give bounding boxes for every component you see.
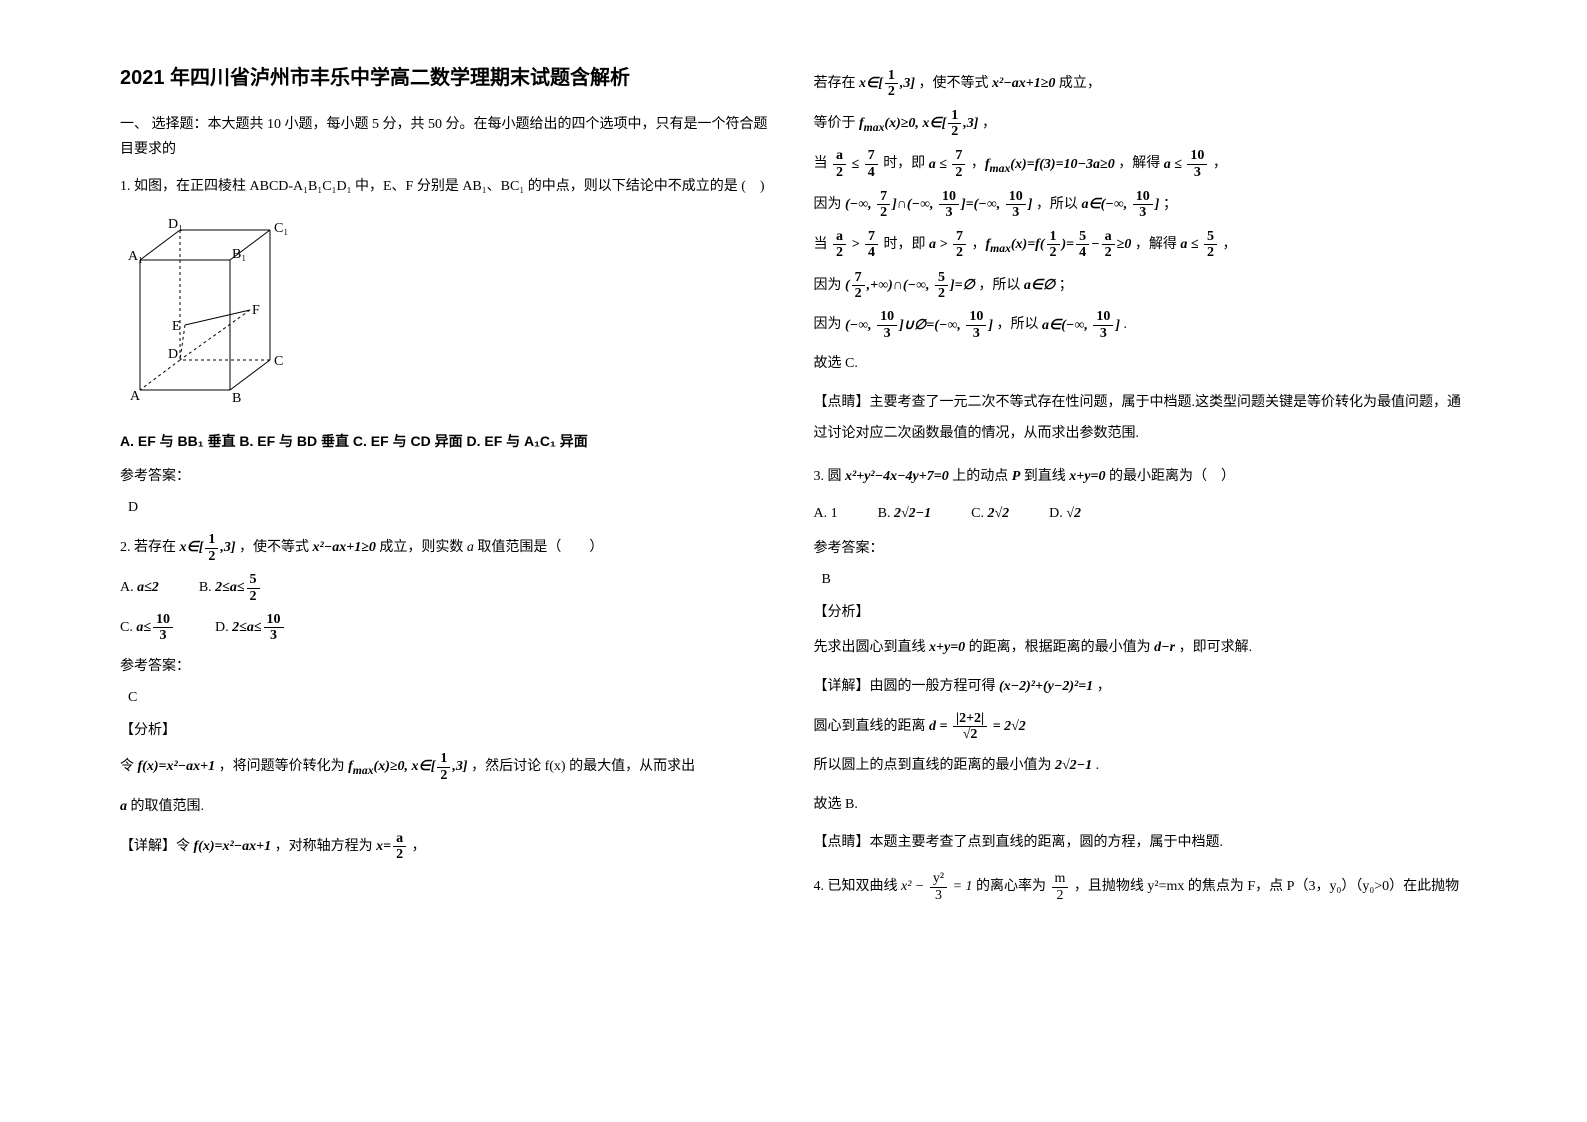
- svg-text:F: F: [252, 303, 260, 318]
- q2-right-line7: 因为 (−∞, 103]∪∅=(−∞, 103] ，所以 a∈(−∞, 103]…: [814, 309, 1468, 341]
- q3-comment: 【点睛】本题主要考查了点到直线的距离，圆的方程，属于中档题.: [814, 828, 1468, 859]
- q2-analysis-tag: 【分析】: [120, 718, 774, 743]
- q2-detail-line1: 【详解】令 f(x)=x²−ax+1 ，对称轴方程为 x=a2 ，: [120, 831, 774, 863]
- q3-answer-label: 参考答案：: [814, 536, 1468, 561]
- q3-detail-line3: 所以圆上的点到直线的距离的最小值为 2√2−1 .: [814, 751, 1468, 782]
- q2-answer-label: 参考答案：: [120, 654, 774, 679]
- q3-detail-choice: 故选 B.: [814, 790, 1468, 821]
- q2-analysis-line1: 令 f(x)=x²−ax+1 ，将问题等价转化为 fmax(x)≥0, x∈[1…: [120, 751, 774, 784]
- question-2: 2. 若存在 x∈[12,3] ，使不等式 x²−ax+1≥0 成立，则实数 a…: [120, 532, 774, 862]
- q1-figure: A B C D A₁ B₁ C₁ D₁ E F: [120, 210, 774, 419]
- q2-options-row2: C. a≤103 D. 2≤a≤103: [120, 612, 774, 644]
- q2-options-row1: A. a≤2 B. 2≤a≤52: [120, 572, 774, 604]
- q2-right-line1: 若存在 x∈[12,3] ，使不等式 x²−ax+1≥0 成立，: [814, 68, 1468, 100]
- q2-right-line5: 当 a2 > 74 时，即 a > 72 ，fmax(x)=f(12)=54−a…: [814, 229, 1468, 262]
- svg-text:D: D: [168, 347, 178, 362]
- q3-stem: 3. 圆 x²+y²−4x−4y+7=0 上的动点 P 到直线 x+y=0 的最…: [814, 462, 1468, 493]
- exam-title: 2021 年四川省泸州市丰乐中学高二数学理期末试题含解析: [120, 60, 774, 96]
- q2-answer: C: [128, 685, 774, 710]
- q3-detail-line1: 【详解】由圆的一般方程可得 (x−2)²+(y−2)²=1 ，: [814, 672, 1468, 703]
- right-column: 若存在 x∈[12,3] ，使不等式 x²−ax+1≥0 成立， 等价于 fma…: [794, 60, 1488, 1082]
- q1-answer: D: [128, 495, 774, 520]
- svg-text:D₁: D₁: [168, 217, 183, 232]
- svg-text:B₁: B₁: [232, 247, 246, 262]
- q2-right-line2: 等价于 fmax(x)≥0, x∈[12,3] ，: [814, 108, 1468, 141]
- q2-right-comment: 【点睛】主要考查了一元二次不等式存在性问题，属于中档题.这类型问题关键是等价转化…: [814, 388, 1468, 450]
- question-3: 3. 圆 x²+y²−4x−4y+7=0 上的动点 P 到直线 x+y=0 的最…: [814, 462, 1468, 859]
- q1-options: A. EF 与 BB₁ 垂直 B. EF 与 BD 垂直 C. EF 与 CD …: [120, 429, 774, 454]
- q2-stem: 2. 若存在 x∈[12,3] ，使不等式 x²−ax+1≥0 成立，则实数 a…: [120, 532, 774, 564]
- q3-answer: B: [822, 567, 1468, 592]
- q2-right-line3: 当 a2 ≤ 74 时，即 a ≤ 72 ，fmax(x)=f(3)=10−3a…: [814, 148, 1468, 181]
- q4-stem: 4. 已知双曲线 x² − y²3 = 1 的离心率为 m2 ，且抛物线 y²=…: [814, 871, 1468, 903]
- section-1-heading: 一、 选择题：本大题共 10 小题，每小题 5 分，共 50 分。在每小题给出的…: [120, 112, 774, 162]
- q2-right-choice: 故选 C.: [814, 349, 1468, 380]
- left-column: 2021 年四川省泸州市丰乐中学高二数学理期末试题含解析 一、 选择题：本大题共…: [100, 60, 794, 1082]
- q2-right-line4: 因为 (−∞, 72]∩(−∞, 103]=(−∞, 103] ，所以 a∈(−…: [814, 189, 1468, 221]
- svg-text:C: C: [274, 354, 283, 369]
- svg-text:C₁: C₁: [274, 221, 288, 236]
- svg-text:B: B: [232, 391, 241, 406]
- svg-text:A: A: [130, 389, 141, 404]
- question-1: 1. 如图，在正四棱柱 ABCD-A₁B₁C₁D₁ 中，E、F 分别是 AB₁、…: [120, 174, 774, 520]
- q3-options: A. 1 B. 2√2−1 C. 2√2 D. √2: [814, 501, 1468, 526]
- svg-text:A₁: A₁: [128, 249, 143, 264]
- question-4: 4. 已知双曲线 x² − y²3 = 1 的离心率为 m2 ，且抛物线 y²=…: [814, 871, 1468, 903]
- svg-text:E: E: [172, 319, 181, 334]
- q3-analysis-line1: 先求出圆心到直线 x+y=0 的距离，根据距离的最小值为 d−r ，即可求解.: [814, 633, 1468, 664]
- q2-analysis-line2: a 的取值范围.: [120, 792, 774, 823]
- q2-right-line6: 因为 (72,+∞)∩(−∞, 52]=∅ ，所以 a∈∅ ；: [814, 270, 1468, 302]
- q3-analysis-tag: 【分析】: [814, 600, 1468, 625]
- q1-answer-label: 参考答案：: [120, 464, 774, 489]
- q3-detail-line2: 圆心到直线的距离 d = |2+2|√2 = 2√2: [814, 711, 1468, 743]
- q1-stem: 1. 如图，在正四棱柱 ABCD-A₁B₁C₁D₁ 中，E、F 分别是 AB₁、…: [120, 174, 774, 199]
